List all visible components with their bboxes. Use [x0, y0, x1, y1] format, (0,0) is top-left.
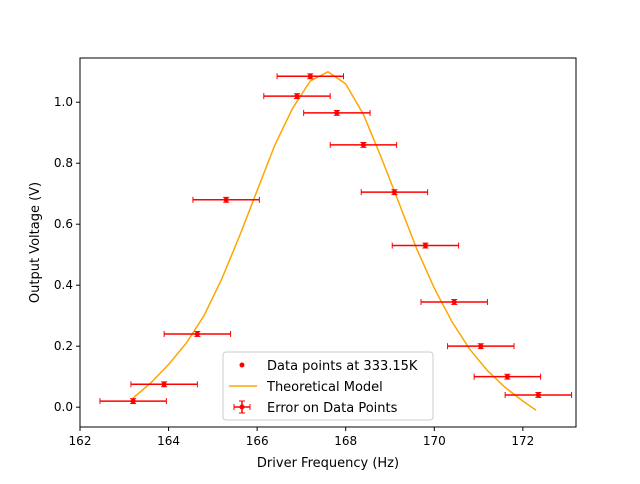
x-tick-label: 168 — [334, 434, 357, 448]
data-point — [451, 299, 457, 305]
y-tick-label: 1.0 — [54, 95, 73, 109]
data-point — [478, 343, 484, 349]
data-point — [307, 73, 313, 79]
x-tick-label: 162 — [69, 434, 92, 448]
data-point — [194, 331, 200, 337]
x-axis-ticks: 162 164 166 168 170 172 — [69, 427, 534, 448]
data-point — [334, 110, 340, 116]
data-point — [422, 243, 428, 249]
data-point — [391, 189, 397, 195]
legend-points-label: Data points at 333.15K — [267, 359, 418, 374]
legend-box — [222, 351, 434, 421]
point-layer — [130, 73, 541, 404]
data-point — [130, 398, 136, 404]
data-point — [161, 381, 167, 387]
model-layer — [132, 70, 537, 411]
x-tick-label: 166 — [246, 434, 269, 448]
legend-model-label: Theoretical Model — [266, 380, 383, 395]
y-tick-label: 0.0 — [54, 400, 73, 414]
x-tick-label: 172 — [511, 434, 534, 448]
x-axis-label: Driver Frequency (Hz) — [257, 456, 399, 471]
y-tick-label: 0.2 — [54, 339, 73, 353]
data-point — [294, 93, 300, 99]
legend-errors-marker — [233, 400, 251, 414]
x-tick-label: 164 — [157, 434, 180, 448]
y-axis-label: Output Voltage (V) — [28, 182, 43, 303]
y-tick-label: 0.4 — [54, 278, 73, 292]
data-point — [223, 197, 229, 203]
legend-points-marker — [239, 362, 245, 368]
model-curve — [132, 70, 537, 411]
plot-frame — [79, 57, 577, 428]
y-tick-label: 0.8 — [54, 156, 73, 170]
y-tick-label: 0.6 — [54, 217, 73, 231]
data-point — [360, 142, 366, 148]
y-axis-ticks: 0.0 0.2 0.4 0.6 0.8 1.0 — [54, 95, 80, 414]
data-point — [535, 392, 541, 398]
x-tick-label: 170 — [423, 434, 446, 448]
data-point — [504, 374, 510, 380]
legend-errors-label: Error on Data Points — [267, 401, 398, 416]
legend: Data points at 333.15K Theoretical Model… — [222, 351, 434, 421]
